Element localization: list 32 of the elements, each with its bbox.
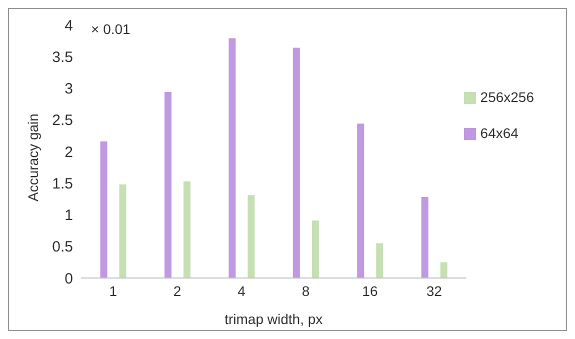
legend-label: 64x64 xyxy=(480,125,518,141)
bar xyxy=(119,184,126,278)
x-tick-label: 2 xyxy=(173,282,182,299)
x-tick-label: 16 xyxy=(362,282,378,299)
annotation: × 0.01 xyxy=(91,21,130,37)
bar xyxy=(164,92,172,278)
x-axis-title: trimap width, px xyxy=(224,311,323,327)
bar xyxy=(248,195,255,278)
bar xyxy=(183,181,190,278)
y-tick-label: 1.5 xyxy=(52,175,73,192)
y-tick-label: 4 xyxy=(64,17,73,34)
y-tick-label: 1 xyxy=(64,207,73,224)
y-tick-label: 3.5 xyxy=(52,48,73,66)
y-tick-label: 3 xyxy=(64,80,73,98)
x-tick-label: 8 xyxy=(302,282,310,299)
legend-label: 256x256 xyxy=(480,89,534,105)
x-tick-label: 1 xyxy=(109,282,118,299)
bar xyxy=(228,38,236,278)
x-tick-label: 4 xyxy=(238,282,246,299)
bar xyxy=(357,124,364,278)
y-tick-label: 2.5 xyxy=(52,112,73,130)
y-tick-label: 0.5 xyxy=(52,238,73,256)
y-tick-label: 2 xyxy=(64,144,73,161)
bar xyxy=(312,220,319,278)
bar xyxy=(100,141,108,278)
x-tick-label: 32 xyxy=(426,282,442,299)
bar xyxy=(440,262,448,278)
y-tick-label: 0 xyxy=(64,270,73,288)
bar xyxy=(292,48,300,278)
y-axis-title: Accuracy gain xyxy=(24,114,41,202)
bar xyxy=(421,197,428,278)
bar xyxy=(376,243,384,278)
